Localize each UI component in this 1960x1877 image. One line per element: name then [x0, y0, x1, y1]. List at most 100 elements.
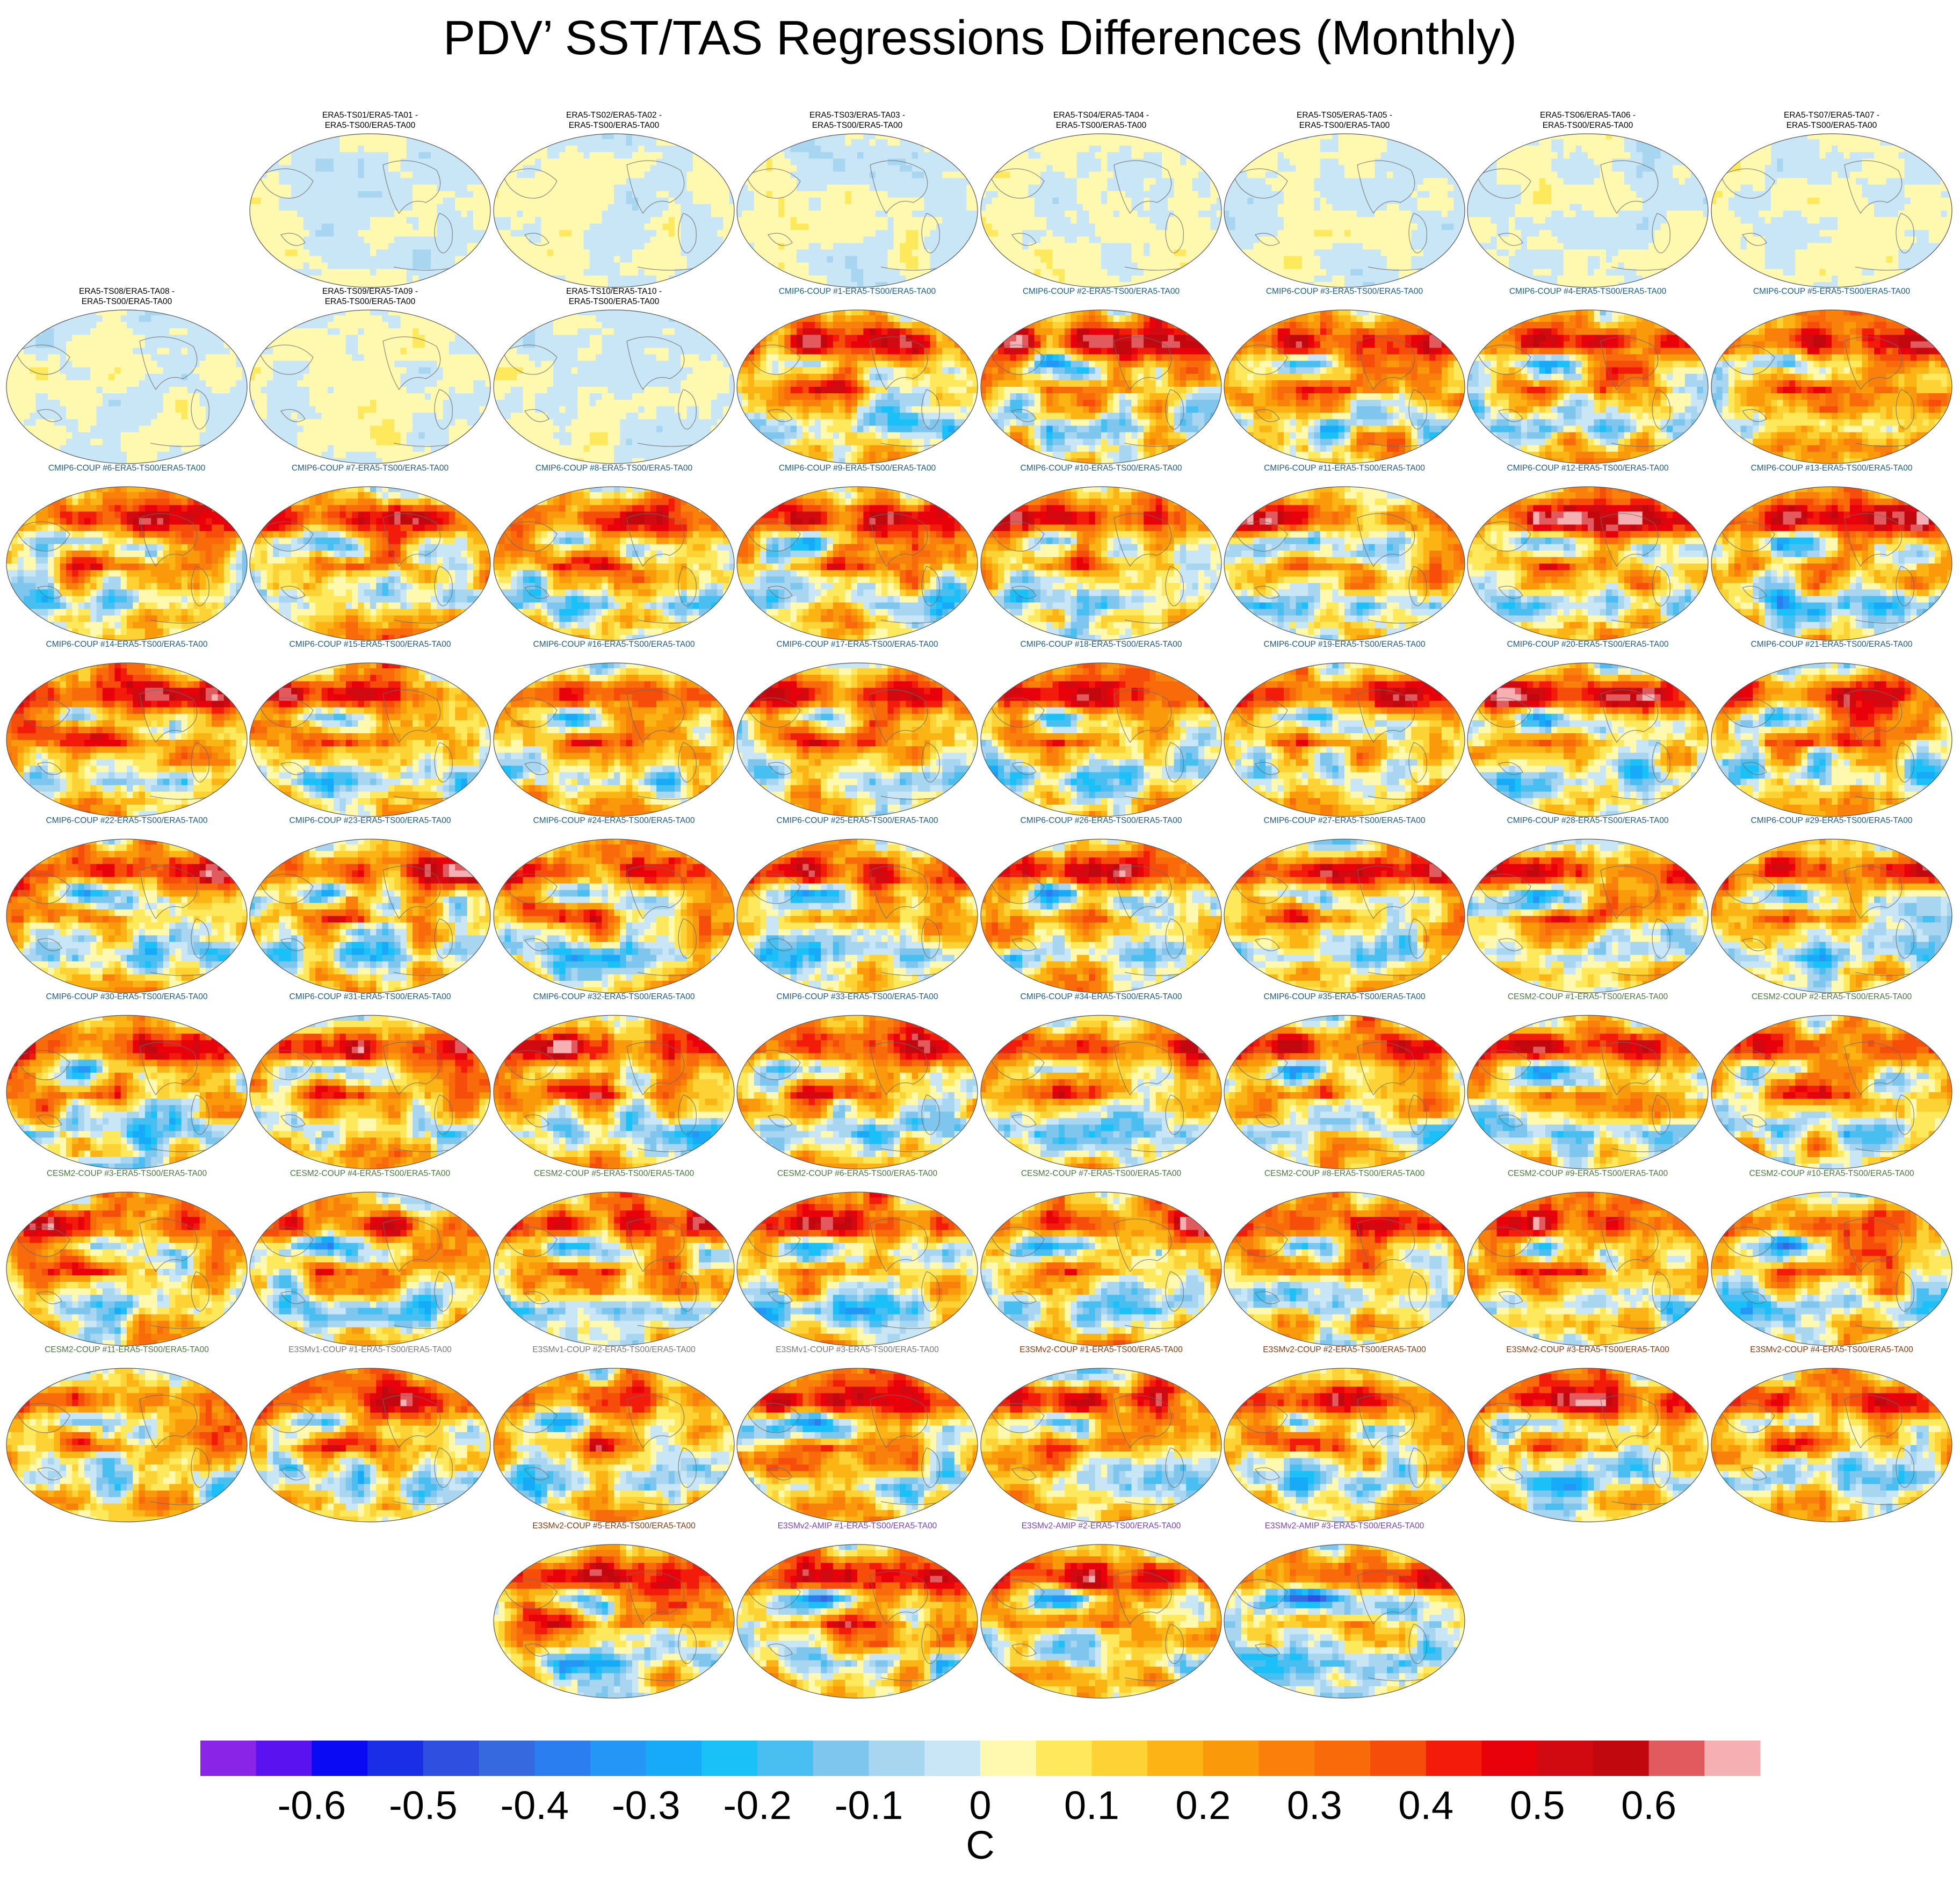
- map-field: [249, 838, 491, 994]
- map-field: [1466, 1191, 1709, 1347]
- colorbar-box: [757, 1741, 813, 1776]
- map-panel: ERA5-TS08/ERA5-TA08 - ERA5-TS00/ERA5-TA0…: [5, 286, 248, 466]
- panel-title: CMIP6-COUP #12-ERA5-TS00/ERA5-TA00: [1466, 463, 1709, 473]
- map-field: [493, 133, 735, 288]
- map-panel: E3SMv2-AMIP #3-ERA5-TS00/ERA5-TA00: [1223, 1521, 1466, 1701]
- colorbar-box: [1036, 1741, 1092, 1776]
- map-field: [1710, 1367, 1953, 1523]
- panel-title: CMIP6-COUP #14-ERA5-TS00/ERA5-TA00: [5, 639, 248, 649]
- map-field: [249, 133, 491, 288]
- map-panel: CMIP6-COUP #27-ERA5-TS00/ERA5-TA00: [1223, 815, 1466, 995]
- panel-title: CMIP6-COUP #30-ERA5-TS00/ERA5-TA00: [5, 992, 248, 1002]
- panel-title: CMIP6-COUP #13-ERA5-TS00/ERA5-TA00: [1710, 463, 1953, 473]
- panel-title: CESM2-COUP #8-ERA5-TS00/ERA5-TA00: [1223, 1168, 1466, 1179]
- panel-title: ERA5-TS07/ERA5-TA07 - ERA5-TS00/ERA5-TA0…: [1710, 110, 1953, 131]
- panel-title: CMIP6-COUP #17-ERA5-TS00/ERA5-TA00: [736, 639, 979, 649]
- panel-title: CMIP6-COUP #7-ERA5-TS00/ERA5-TA00: [249, 463, 491, 473]
- map-panel: CMIP6-COUP #4-ERA5-TS00/ERA5-TA00: [1466, 286, 1709, 466]
- map-field: [249, 486, 491, 641]
- panel-title: CMIP6-COUP #27-ERA5-TS00/ERA5-TA00: [1223, 815, 1466, 826]
- panel-title: CMIP6-COUP #21-ERA5-TS00/ERA5-TA00: [1710, 639, 1953, 649]
- colorbar-tick-label: -0.6: [278, 1782, 346, 1828]
- map-panel: CESM2-COUP #8-ERA5-TS00/ERA5-TA00: [1223, 1168, 1466, 1348]
- map-panel: CMIP6-COUP #21-ERA5-TS00/ERA5-TA00: [1710, 639, 1953, 819]
- panel-title: CMIP6-COUP #31-ERA5-TS00/ERA5-TA00: [249, 992, 491, 1002]
- panel-title: E3SMv1-COUP #2-ERA5-TS00/ERA5-TA00: [493, 1345, 735, 1355]
- panel-title: CMIP6-COUP #34-ERA5-TS00/ERA5-TA00: [980, 992, 1223, 1002]
- map-field: [1223, 309, 1466, 465]
- panel-title: CMIP6-COUP #9-ERA5-TS00/ERA5-TA00: [736, 463, 979, 473]
- colorbar-units: C: [966, 1822, 994, 1868]
- map-field: [980, 1014, 1223, 1170]
- panel-title: CMIP6-COUP #19-ERA5-TS00/ERA5-TA00: [1223, 639, 1466, 649]
- panel-title: E3SMv2-AMIP #1-ERA5-TS00/ERA5-TA00: [736, 1521, 979, 1531]
- map-panel: CMIP6-COUP #18-ERA5-TS00/ERA5-TA00: [980, 639, 1223, 819]
- panel-title: ERA5-TS01/ERA5-TA01 - ERA5-TS00/ERA5-TA0…: [249, 110, 491, 131]
- colorbar-box: [1426, 1741, 1482, 1776]
- panel-title: ERA5-TS04/ERA5-TA04 - ERA5-TS00/ERA5-TA0…: [980, 110, 1223, 131]
- map-field: [493, 1367, 735, 1523]
- map-field: [980, 838, 1223, 994]
- colorbar-box: [423, 1741, 479, 1776]
- map-panel: CMIP6-COUP #13-ERA5-TS00/ERA5-TA00: [1710, 463, 1953, 643]
- map-field: [493, 1014, 735, 1170]
- map-field: [1223, 1191, 1466, 1347]
- map-panel: CMIP6-COUP #11-ERA5-TS00/ERA5-TA00: [1223, 463, 1466, 643]
- map-field: [493, 486, 735, 641]
- map-field: [1223, 838, 1466, 994]
- map-field: [1710, 1014, 1953, 1170]
- panel-title: E3SMv2-COUP #3-ERA5-TS00/ERA5-TA00: [1466, 1345, 1709, 1355]
- panel-title: CMIP6-COUP #3-ERA5-TS00/ERA5-TA00: [1223, 286, 1466, 297]
- map-field: [1710, 486, 1953, 641]
- map-panel: CESM2-COUP #1-ERA5-TS00/ERA5-TA00: [1466, 992, 1709, 1172]
- colorbar-box: [980, 1741, 1036, 1776]
- colorbar-tick-label: 0.1: [1064, 1782, 1119, 1828]
- map-panel: ERA5-TS07/ERA5-TA07 - ERA5-TS00/ERA5-TA0…: [1710, 110, 1953, 290]
- panel-title: CMIP6-COUP #16-ERA5-TS00/ERA5-TA00: [493, 639, 735, 649]
- map-field: [1466, 838, 1709, 994]
- colorbar-box: [701, 1741, 757, 1776]
- map-panel: CESM2-COUP #2-ERA5-TS00/ERA5-TA00: [1710, 992, 1953, 1172]
- panel-title: CESM2-COUP #10-ERA5-TS00/ERA5-TA00: [1710, 1168, 1953, 1179]
- panel-title: E3SMv2-COUP #2-ERA5-TS00/ERA5-TA00: [1223, 1345, 1466, 1355]
- map-field: [980, 133, 1223, 288]
- map-panel: CMIP6-COUP #28-ERA5-TS00/ERA5-TA00: [1466, 815, 1709, 995]
- map-panel: CMIP6-COUP #32-ERA5-TS00/ERA5-TA00: [493, 992, 735, 1172]
- map-panel: E3SMv2-COUP #2-ERA5-TS00/ERA5-TA00: [1223, 1345, 1466, 1525]
- map-field: [1466, 486, 1709, 641]
- map-panel: E3SMv2-AMIP #1-ERA5-TS00/ERA5-TA00: [736, 1521, 979, 1701]
- map-panel: CMIP6-COUP #19-ERA5-TS00/ERA5-TA00: [1223, 639, 1466, 819]
- map-field: [493, 838, 735, 994]
- panel-title: ERA5-TS09/ERA5-TA09 - ERA5-TS00/ERA5-TA0…: [249, 286, 491, 307]
- map-field: [980, 309, 1223, 465]
- colorbar-tick-label: -0.4: [501, 1782, 569, 1828]
- map-field: [5, 1014, 248, 1170]
- map-panel: CMIP6-COUP #23-ERA5-TS00/ERA5-TA00: [249, 815, 491, 995]
- map-field: [5, 486, 248, 641]
- map-panel: CMIP6-COUP #33-ERA5-TS00/ERA5-TA00: [736, 992, 979, 1172]
- map-field: [980, 1543, 1223, 1699]
- map-panel: ERA5-TS03/ERA5-TA03 - ERA5-TS00/ERA5-TA0…: [736, 110, 979, 290]
- map-field: [736, 309, 979, 465]
- colorbar-box: [1704, 1741, 1760, 1776]
- panel-title: ERA5-TS05/ERA5-TA05 - ERA5-TS00/ERA5-TA0…: [1223, 110, 1466, 131]
- colorbar-tick-label: -0.3: [612, 1782, 681, 1828]
- panel-title: E3SMv2-COUP #5-ERA5-TS00/ERA5-TA00: [493, 1521, 735, 1531]
- colorbar-box: [1203, 1741, 1259, 1776]
- panel-title: CESM2-COUP #5-ERA5-TS00/ERA5-TA00: [493, 1168, 735, 1179]
- map-panel: CMIP6-COUP #30-ERA5-TS00/ERA5-TA00: [5, 992, 248, 1172]
- map-panel: CMIP6-COUP #25-ERA5-TS00/ERA5-TA00: [736, 815, 979, 995]
- map-panel: CMIP6-COUP #2-ERA5-TS00/ERA5-TA00: [980, 286, 1223, 466]
- colorbar-box: [924, 1741, 980, 1776]
- map-field: [1710, 662, 1953, 818]
- map-field: [493, 662, 735, 818]
- panel-title: CMIP6-COUP #8-ERA5-TS00/ERA5-TA00: [493, 463, 735, 473]
- map-panel: CMIP6-COUP #8-ERA5-TS00/ERA5-TA00: [493, 463, 735, 643]
- panel-title: CESM2-COUP #3-ERA5-TS00/ERA5-TA00: [5, 1168, 248, 1179]
- map-field: [1466, 1014, 1709, 1170]
- map-panel: CESM2-COUP #11-ERA5-TS00/ERA5-TA00: [5, 1345, 248, 1525]
- panel-title: CMIP6-COUP #24-ERA5-TS00/ERA5-TA00: [493, 815, 735, 826]
- map-panel: CMIP6-COUP #14-ERA5-TS00/ERA5-TA00: [5, 639, 248, 819]
- panel-title: CMIP6-COUP #18-ERA5-TS00/ERA5-TA00: [980, 639, 1223, 649]
